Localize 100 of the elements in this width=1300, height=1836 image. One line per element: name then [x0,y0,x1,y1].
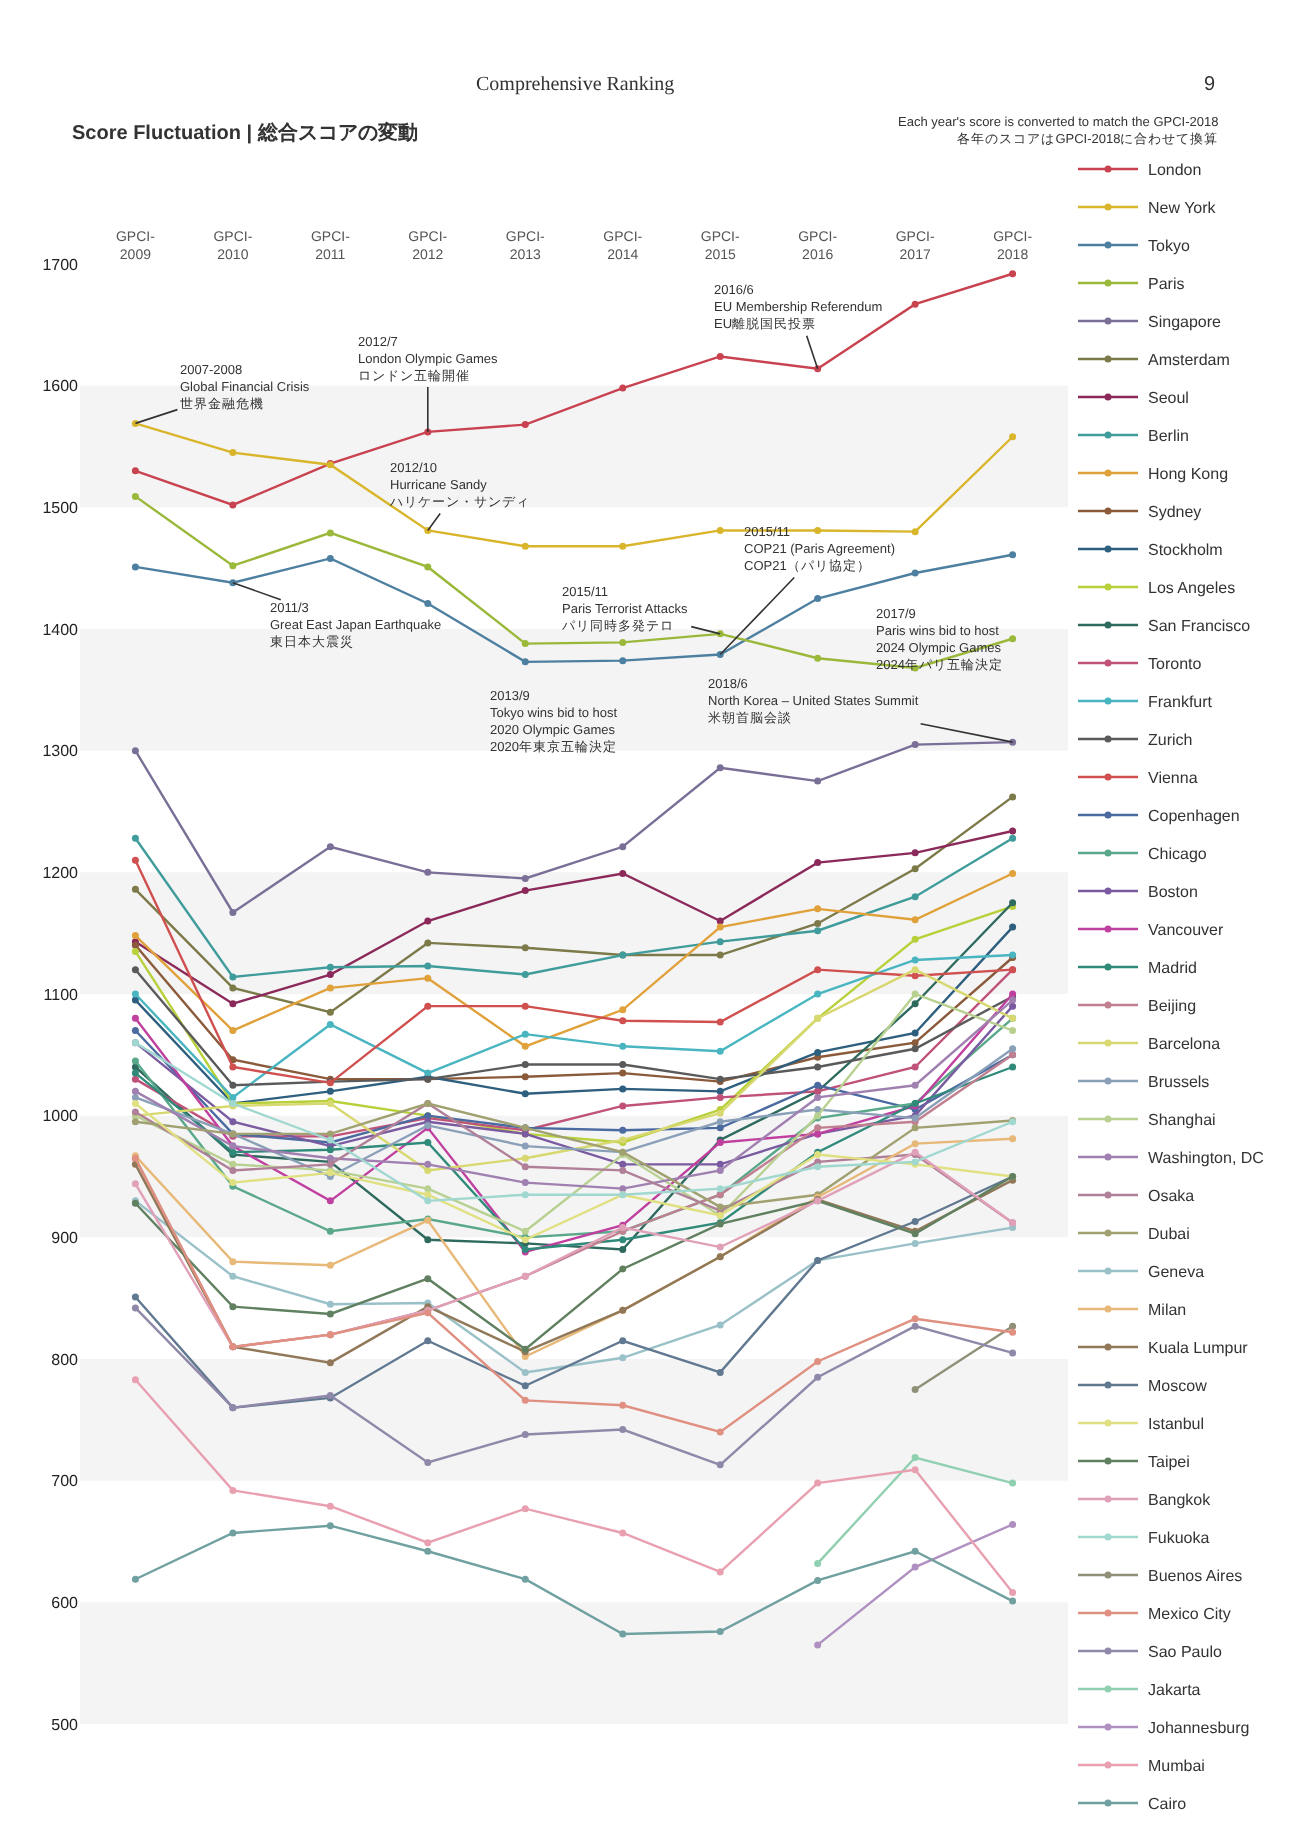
point [326,1020,334,1028]
point [326,1502,334,1510]
line-series [131,923,1017,1107]
point [619,1265,627,1273]
point [1009,870,1017,878]
point [424,1539,432,1547]
point [619,657,627,665]
point [131,563,139,571]
y-tick-label: 1500 [42,498,80,517]
point [521,1191,529,1199]
legend-label: Moscow [1148,1377,1208,1396]
legend-label: Frankfurt [1148,693,1214,712]
point [326,1300,334,1308]
point [424,1275,432,1283]
point [716,1160,724,1168]
legend-label: Shanghai [1148,1111,1217,1130]
point [131,1304,139,1312]
point [229,973,237,981]
point [229,1000,237,1008]
point [326,984,334,992]
point [521,1142,529,1150]
legend-label: Berlin [1148,427,1189,446]
point [521,1382,529,1390]
point [326,843,334,851]
point [131,856,139,864]
point [521,1030,529,1038]
point [814,1048,822,1056]
point [131,1069,139,1077]
legend-label: Cairo [1148,1795,1188,1814]
point [424,1236,432,1244]
point [814,1373,822,1381]
point [521,658,529,666]
point [911,1385,919,1393]
point [131,1180,139,1188]
legend-label: Tokyo [1148,237,1191,256]
point [131,1093,139,1101]
point [131,885,139,893]
point [911,956,919,964]
point [814,859,822,867]
point [326,963,334,971]
point [521,1575,529,1583]
point [911,1000,919,1008]
point [1009,1589,1017,1597]
text: 9 [1204,74,1216,96]
point [424,1191,432,1199]
point [424,917,432,925]
point [131,467,139,475]
point [131,1100,139,1107]
point [619,1354,627,1362]
legend-label: Chicago [1148,845,1208,864]
point [716,1047,724,1055]
y-tick-label: 600 [51,1593,80,1612]
point [619,1042,627,1050]
point [716,1087,724,1095]
point [911,966,919,974]
legend-label: Copenhagen [1148,807,1240,826]
point [814,1641,822,1649]
point [326,1197,334,1205]
legend-label: Johannesburg [1148,1719,1250,1738]
point [911,1547,919,1555]
point [619,843,627,851]
legend-label: Bangkok [1148,1491,1213,1510]
point [814,777,822,785]
point [131,1293,139,1301]
legend-label: Osaka [1148,1187,1196,1206]
point [716,917,724,925]
legend-label: New York [1148,199,1218,218]
point [814,1479,822,1487]
point [521,1179,529,1187]
point [619,1401,627,1409]
point [911,972,919,980]
point [521,874,529,882]
point [229,984,237,992]
point [716,1428,724,1436]
point [619,638,627,646]
point [424,939,432,947]
point [911,893,919,901]
line-series [131,1376,1017,1597]
point [814,1063,822,1071]
point [424,1337,432,1345]
y-tick-label: 700 [51,1472,80,1491]
y-tick-label: 800 [51,1350,80,1369]
point [619,1166,627,1174]
point [911,865,919,873]
point [716,923,724,931]
legend-label: Vienna [1148,769,1199,788]
point [911,300,919,308]
point [814,966,822,974]
legend-label: Los Angeles [1148,579,1236,598]
point [716,938,724,946]
point [911,935,919,943]
point [521,421,529,429]
y-tick-label: 1000 [42,1107,80,1126]
point [716,1321,724,1329]
point [229,1093,237,1101]
legend-label: Mexico City [1148,1605,1231,1624]
point [521,971,529,979]
point [424,1138,432,1146]
point [911,1315,919,1323]
point [521,542,529,550]
